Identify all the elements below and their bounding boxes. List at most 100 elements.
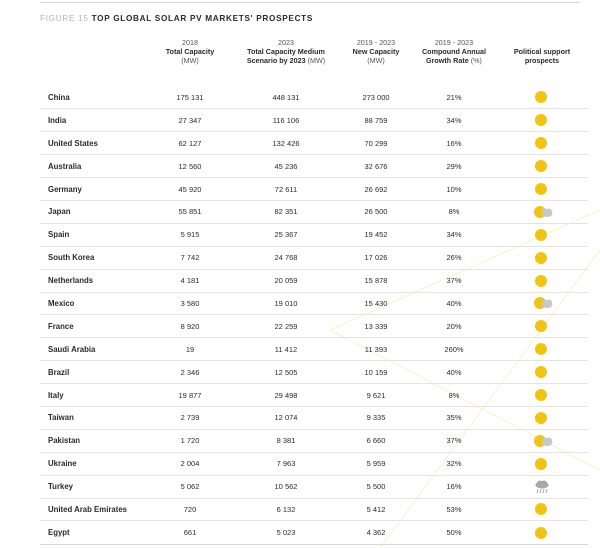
new-capacity: 19 452 [364, 230, 388, 240]
new-capacity: 13 339 [364, 321, 388, 331]
sun-cloud-icon [533, 296, 553, 310]
figure-number: FIGURE 15 [40, 14, 89, 23]
top-rule [40, 2, 580, 3]
country-name: Turkey [48, 482, 73, 492]
table-row: Japan 55 851 82 351 26 500 8% [40, 200, 588, 223]
total-capacity-2018: 5 062 [180, 482, 200, 492]
new-capacity: 6 660 [366, 436, 386, 446]
country-name: Spain [48, 230, 70, 240]
sun-icon [533, 251, 551, 265]
political-support-cell [496, 384, 588, 407]
growth-rate: 16% [446, 138, 462, 148]
country-name: India [48, 115, 67, 125]
total-capacity-2023: 82 351 [274, 207, 298, 217]
table-header-row: 2018 Total Capacity (MW) 2023 Total Capa… [40, 38, 588, 86]
growth-rate: 34% [446, 115, 462, 125]
new-capacity: 5 500 [366, 482, 386, 492]
total-capacity-2018: 55 851 [178, 207, 202, 217]
new-capacity: 26 500 [364, 207, 388, 217]
sun-icon [533, 502, 551, 516]
total-capacity-2023: 132 426 [272, 138, 300, 148]
table-row: Ukraine 2 004 7 963 5 959 32% [40, 452, 588, 475]
table-row: Taiwan 2 739 12 074 9 335 35% [40, 406, 588, 429]
growth-rate: 37% [446, 436, 462, 446]
growth-rate: 260% [444, 344, 464, 354]
growth-rate: 50% [446, 528, 462, 538]
country-name: Netherlands [48, 276, 94, 286]
sun-icon [533, 342, 551, 356]
figure-title: FIGURE 15 TOP GLOBAL SOLAR PV MARKETS' P… [40, 14, 313, 23]
total-capacity-2018: 3 580 [180, 298, 200, 308]
country-name: Taiwan [48, 413, 74, 423]
total-capacity-2018: 4 181 [180, 276, 200, 286]
new-capacity: 273 000 [362, 92, 390, 102]
total-capacity-2018: 2 739 [180, 413, 200, 423]
political-support-cell [496, 86, 588, 109]
new-capacity: 11 393 [364, 344, 388, 354]
country-name: United States [48, 138, 98, 148]
new-capacity: 15 878 [364, 276, 388, 286]
total-capacity-2023: 448 131 [272, 92, 300, 102]
total-capacity-2018: 27 347 [178, 115, 202, 125]
total-capacity-2018: 661 [183, 528, 197, 538]
table-row: Italy 19 877 29 498 9 621 8% [40, 383, 588, 407]
total-capacity-2018: 175 131 [176, 92, 204, 102]
new-capacity: 5 959 [366, 459, 386, 469]
sun-icon [533, 136, 551, 150]
sun-icon [533, 319, 551, 333]
new-capacity: 10 159 [364, 367, 388, 377]
country-name: Japan [48, 207, 71, 217]
total-capacity-2023: 10 562 [274, 482, 298, 492]
new-capacity: 88 759 [364, 115, 388, 125]
total-capacity-2018: 720 [183, 504, 197, 514]
table-row: Pakistan 1 720 8 381 6 660 37% [40, 429, 588, 452]
sun-icon [533, 457, 551, 471]
new-capacity: 9 335 [366, 413, 386, 423]
header-total-capacity-2018: 2018 Total Capacity (MW) [165, 38, 215, 65]
solar-markets-table: 2018 Total Capacity (MW) 2023 Total Capa… [40, 38, 588, 544]
political-support-cell [496, 429, 588, 452]
table-row: United Arab Emirates 720 6 132 5 412 53% [40, 498, 588, 521]
country-name: Egypt [48, 528, 70, 538]
total-capacity-2018: 2 346 [180, 367, 200, 377]
political-support-cell [496, 406, 588, 429]
total-capacity-2023: 25 367 [274, 230, 298, 240]
table-row: Germany 45 920 72 611 26 692 10% [40, 177, 588, 201]
figure-title-text: TOP GLOBAL SOLAR PV MARKETS' PROSPECTS [91, 14, 314, 23]
growth-rate: 37% [446, 276, 462, 286]
table-row: China 175 131 448 131 273 000 21% [40, 86, 588, 109]
sun-icon [533, 159, 551, 173]
sun-cloud-icon [533, 205, 553, 219]
new-capacity: 17 026 [364, 253, 388, 263]
table-row: Netherlands 4 181 20 059 15 878 37% [40, 269, 588, 292]
country-name: Pakistan [48, 436, 81, 446]
total-capacity-2018: 19 [185, 344, 195, 354]
growth-rate: 26% [446, 253, 462, 263]
total-capacity-2018: 8 920 [180, 321, 200, 331]
growth-rate: 34% [446, 230, 462, 240]
total-capacity-2023: 24 768 [274, 253, 298, 263]
table-row: United States 62 127 132 426 70 299 16% [40, 131, 588, 155]
total-capacity-2023: 12 505 [274, 367, 298, 377]
political-support-cell [496, 155, 588, 178]
total-capacity-2023: 19 010 [274, 298, 298, 308]
political-support-cell [496, 269, 588, 292]
political-support-cell [496, 109, 588, 132]
sun-icon [533, 388, 551, 402]
total-capacity-2018: 45 920 [178, 184, 202, 194]
table-row: Spain 5 915 25 367 19 452 34% [40, 223, 588, 246]
country-name: France [48, 321, 74, 331]
country-name: Saudi Arabia [48, 344, 96, 354]
political-support-cell [496, 475, 588, 498]
growth-rate: 32% [446, 459, 462, 469]
table-row: Brazil 2 346 12 505 10 159 40% [40, 360, 588, 384]
bottom-rule [40, 544, 588, 545]
total-capacity-2023: 12 074 [274, 413, 298, 423]
growth-rate: 35% [446, 413, 462, 423]
header-political-support: Political support prospects [513, 47, 571, 65]
total-capacity-2023: 5 023 [276, 528, 296, 538]
growth-rate: 8% [448, 207, 460, 217]
table-row: Turkey 5 062 10 562 5 500 16% [40, 475, 588, 498]
country-name: Germany [48, 184, 82, 194]
new-capacity: 5 412 [366, 504, 386, 514]
